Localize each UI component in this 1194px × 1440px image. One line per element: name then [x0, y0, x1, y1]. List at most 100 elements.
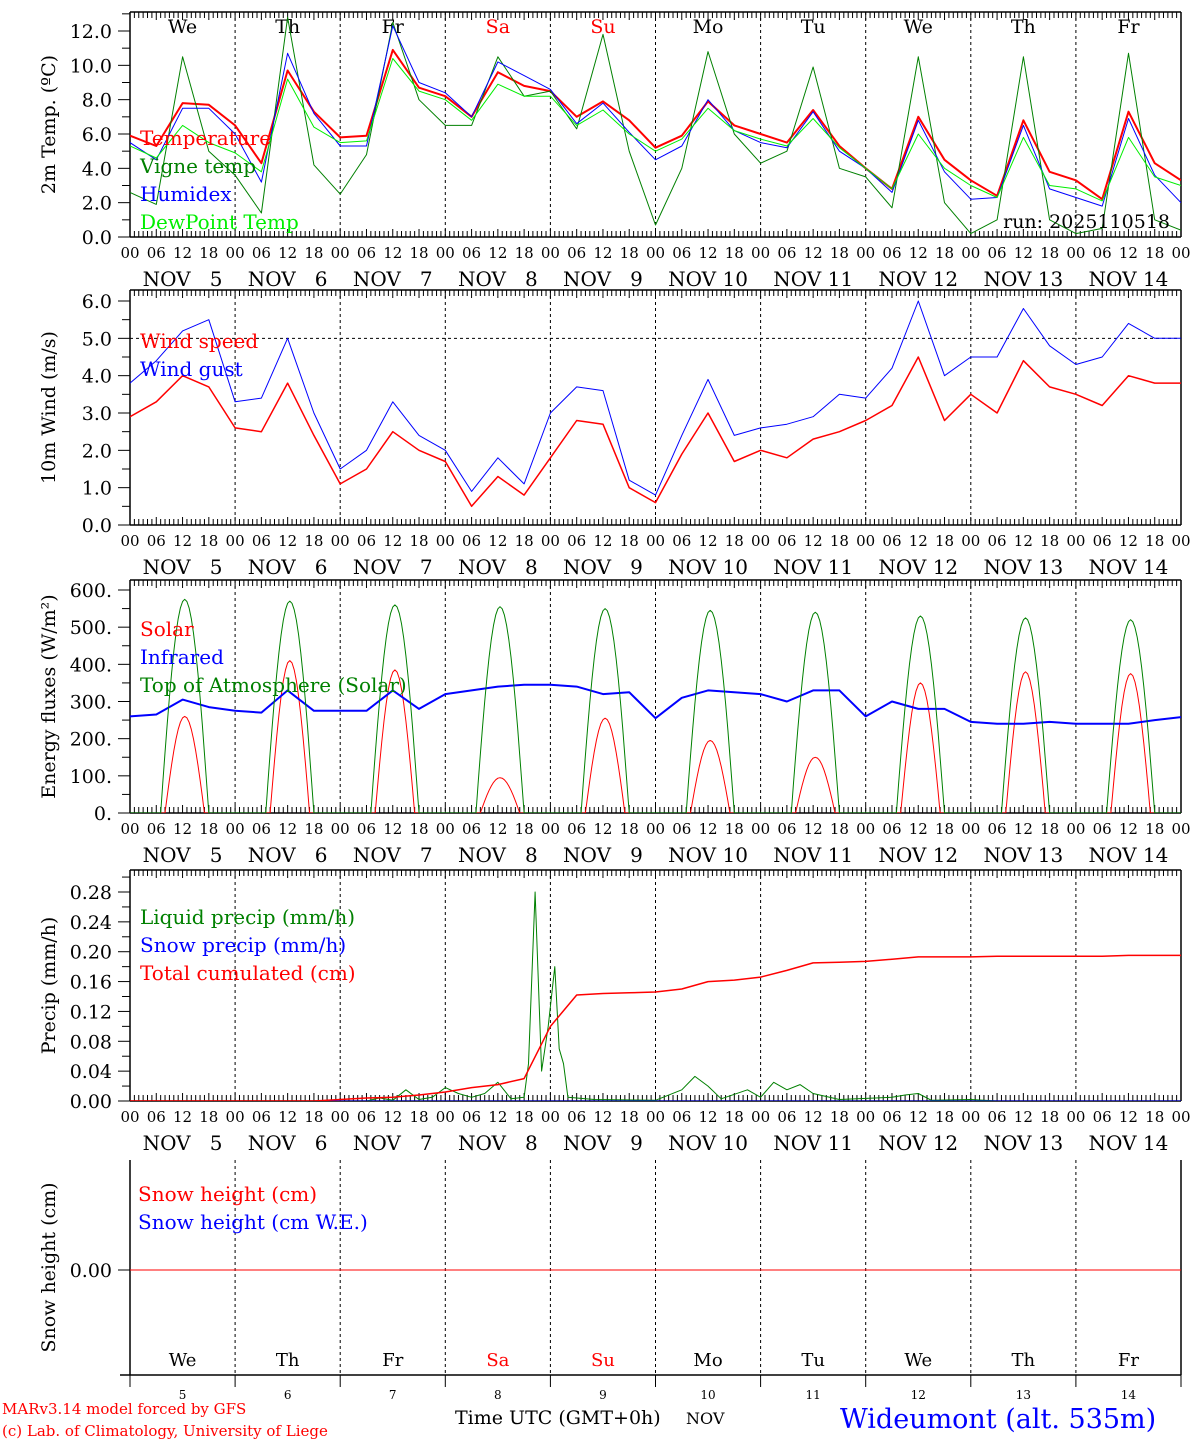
hour-label: 06 [777, 1108, 796, 1126]
y-tick-label: 1.0 [82, 478, 112, 500]
hour-label: 00 [331, 244, 350, 262]
y-tick-label: 400. [70, 654, 112, 676]
hour-label: 18 [725, 820, 744, 838]
series-line-temperature [130, 48, 1181, 201]
series-group [130, 16, 1181, 235]
hour-label: 06 [777, 532, 796, 550]
date-label: NOV 8 [458, 843, 538, 867]
hour-label: 18 [409, 532, 428, 550]
date-label: NOV 6 [248, 267, 328, 291]
hour-label: 06 [252, 1108, 271, 1126]
hour-label: 06 [462, 244, 481, 262]
series-line-dewpoint-temp [130, 58, 1181, 202]
hour-label: 12 [488, 244, 507, 262]
day-number: 9 [599, 1388, 607, 1402]
hour-label: 06 [882, 532, 901, 550]
day-name: Mo [693, 16, 724, 38]
legend-entry: Infrared [140, 645, 224, 669]
hour-label: 06 [147, 244, 166, 262]
hour-label: 06 [1093, 244, 1112, 262]
date-label: NOV 10 [668, 1131, 748, 1155]
legend-entry: Temperature [140, 126, 271, 150]
hour-label: 00 [751, 1108, 770, 1126]
date-label: NOV 7 [353, 555, 433, 579]
hour-label: 12 [173, 1108, 192, 1126]
hour-label: 18 [1145, 532, 1164, 550]
hour-label: 00 [120, 244, 139, 262]
hour-label: 12 [593, 532, 612, 550]
hour-label: 12 [488, 532, 507, 550]
hour-label: 06 [1093, 1108, 1112, 1126]
day-name: Tu [801, 1350, 825, 1371]
hour-label: 00 [226, 820, 245, 838]
hour-label: 18 [830, 532, 849, 550]
hour-label: 12 [593, 1108, 612, 1126]
hour-label: 12 [593, 820, 612, 838]
hour-label: 18 [515, 820, 534, 838]
y-tick-label: 500. [70, 617, 112, 639]
hour-label: 06 [882, 1108, 901, 1126]
y-tick-label: 2.0 [82, 193, 112, 215]
legend-entry: Wind gust [140, 357, 243, 381]
hour-label: 12 [383, 1108, 402, 1126]
day-name: Fr [382, 1350, 403, 1371]
day-number: 10 [700, 1388, 715, 1402]
date-label: NOV 5 [143, 555, 223, 579]
hour-label: 06 [462, 1108, 481, 1126]
day-name: We [169, 1350, 197, 1371]
series-group [130, 300, 1181, 508]
date-label: NOV 7 [353, 1131, 433, 1155]
hour-label: 12 [278, 532, 297, 550]
hour-label: 12 [278, 244, 297, 262]
hour-label: 00 [331, 532, 350, 550]
hour-label: 00 [1171, 1108, 1190, 1126]
hour-label: 18 [515, 244, 534, 262]
hour-label: 06 [1093, 532, 1112, 550]
day-number: 12 [911, 1388, 926, 1402]
hour-label: 18 [304, 820, 323, 838]
hour-label: 00 [1171, 244, 1190, 262]
date-label: NOV 12 [878, 555, 958, 579]
hour-label: 18 [304, 244, 323, 262]
legend-entry: Humidex [140, 182, 232, 206]
series-line-solar [130, 660, 1181, 813]
date-label: NOV 8 [458, 1131, 538, 1155]
hour-label: 00 [541, 820, 560, 838]
hour-label: 06 [567, 820, 586, 838]
date-label: NOV 11 [773, 267, 853, 291]
panel-temperature: 0.0 2.0 4.0 6.0 8.0 10.0 12.0 2m Temp. (ºC) 00 06… [38, 11, 1191, 291]
hour-label: 12 [1119, 1108, 1138, 1126]
day-name: Th [1011, 16, 1036, 38]
series-line-wind-speed [130, 356, 1181, 508]
y-tick-label: 0.04 [70, 1061, 112, 1083]
date-label: NOV 10 [668, 555, 748, 579]
hour-label: 06 [567, 1108, 586, 1126]
hour-label: 06 [252, 820, 271, 838]
hour-label: 00 [436, 1108, 455, 1126]
day-name: Sa [486, 1350, 509, 1371]
date-label: NOV 11 [773, 843, 853, 867]
hour-label: 18 [199, 532, 218, 550]
station-title: Wideumont (alt. 535m) [840, 1404, 1156, 1435]
hour-label: 00 [856, 1108, 875, 1126]
y-tick-label: 4.0 [82, 366, 112, 388]
day-name: Tu [801, 16, 826, 38]
legend-entry: Top of Atmosphere (Solar) [140, 673, 407, 697]
day-name: Fr [1117, 16, 1140, 38]
hour-label: 12 [488, 820, 507, 838]
hour-label: 00 [226, 1108, 245, 1126]
y-tick-label: 0.28 [70, 882, 112, 904]
hour-label: 12 [909, 1108, 928, 1126]
hour-label: 18 [1040, 1108, 1059, 1126]
y-tick-label: 6.0 [82, 124, 112, 146]
hour-label: 12 [383, 244, 402, 262]
run-annotation: run: 2025110518 [1003, 211, 1170, 233]
day-name: Fr [1118, 1350, 1139, 1371]
hour-label: 12 [488, 1108, 507, 1126]
hour-label: 06 [567, 532, 586, 550]
hour-label: 18 [515, 1108, 534, 1126]
day-number: 8 [494, 1388, 502, 1402]
day-name: Mo [693, 1350, 722, 1371]
y-tick-label: 3.0 [82, 403, 112, 425]
hour-label: 12 [383, 820, 402, 838]
